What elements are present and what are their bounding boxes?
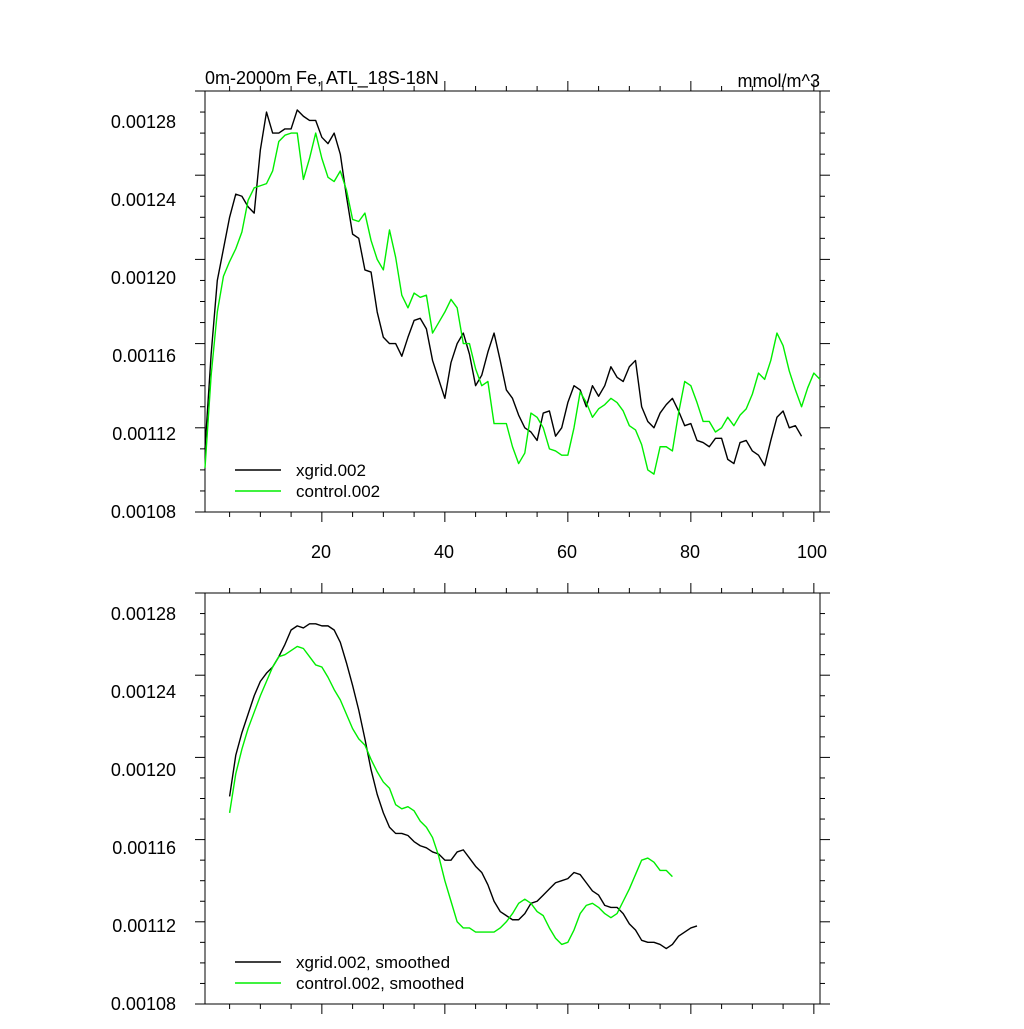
top-legend: xgrid.002 control.002	[235, 461, 380, 501]
series-line-control	[204, 132, 821, 475]
bottom-y-tick-label: 0.00128	[111, 604, 176, 624]
top-x-tick-label: 60	[557, 542, 577, 562]
legend-label-xgrid: xgrid.002	[296, 461, 366, 480]
legend-label-control-smoothed: control.002, smoothed	[296, 974, 464, 993]
bottom-y-tick-label: 0.00120	[111, 760, 176, 780]
top-x-tick-label: 80	[680, 542, 700, 562]
top-y-tick-label: 0.00120	[111, 268, 176, 288]
top-x-tick-labels: 20 40 60 80 100	[311, 542, 827, 562]
bottom-y-tick-label: 0.00108	[111, 994, 176, 1014]
top-x-tick-label: 20	[311, 542, 331, 562]
top-chart-units: mmol/m^3	[738, 71, 820, 91]
legend-label-control: control.002	[296, 482, 380, 501]
bottom-tick-marks	[195, 583, 830, 1014]
top-y-tick-labels: 0.00108 0.00112 0.00116 0.00120 0.00124 …	[111, 112, 176, 522]
top-x-tick-label: 40	[434, 542, 454, 562]
bottom-y-tick-label: 0.00112	[112, 916, 176, 936]
top-y-tick-label: 0.00116	[112, 346, 176, 366]
top-y-tick-label: 0.00124	[111, 190, 176, 210]
series-line-control-smoothed	[228, 645, 673, 946]
series-line-xgrid	[204, 109, 803, 467]
legend-label-xgrid-smoothed: xgrid.002, smoothed	[296, 953, 450, 972]
top-y-tick-label: 0.00108	[111, 502, 176, 522]
top-x-tick-label: 100	[797, 542, 827, 562]
bottom-legend: xgrid.002, smoothed control.002, smoothe…	[235, 953, 464, 993]
bottom-y-tick-label: 0.00124	[111, 682, 176, 702]
bottom-panel: 0.00108 0.00112 0.00116 0.00120 0.00124 …	[111, 583, 830, 1014]
top-chart-title: 0m-2000m Fe, ATL_18S-18N	[205, 68, 439, 89]
top-panel: 0m-2000m Fe, ATL_18S-18N mmol/m^3 0.0010…	[111, 68, 830, 562]
top-plot-frame	[204, 90, 821, 513]
bottom-plot-frame	[204, 592, 821, 1005]
top-tick-marks	[195, 81, 830, 522]
series-line-xgrid-smoothed	[228, 623, 698, 950]
bottom-y-tick-label: 0.00116	[112, 838, 176, 858]
top-y-tick-label: 0.00112	[112, 424, 176, 444]
top-y-tick-label: 0.00128	[111, 112, 176, 132]
bottom-y-tick-labels: 0.00108 0.00112 0.00116 0.00120 0.00124 …	[111, 604, 176, 1014]
